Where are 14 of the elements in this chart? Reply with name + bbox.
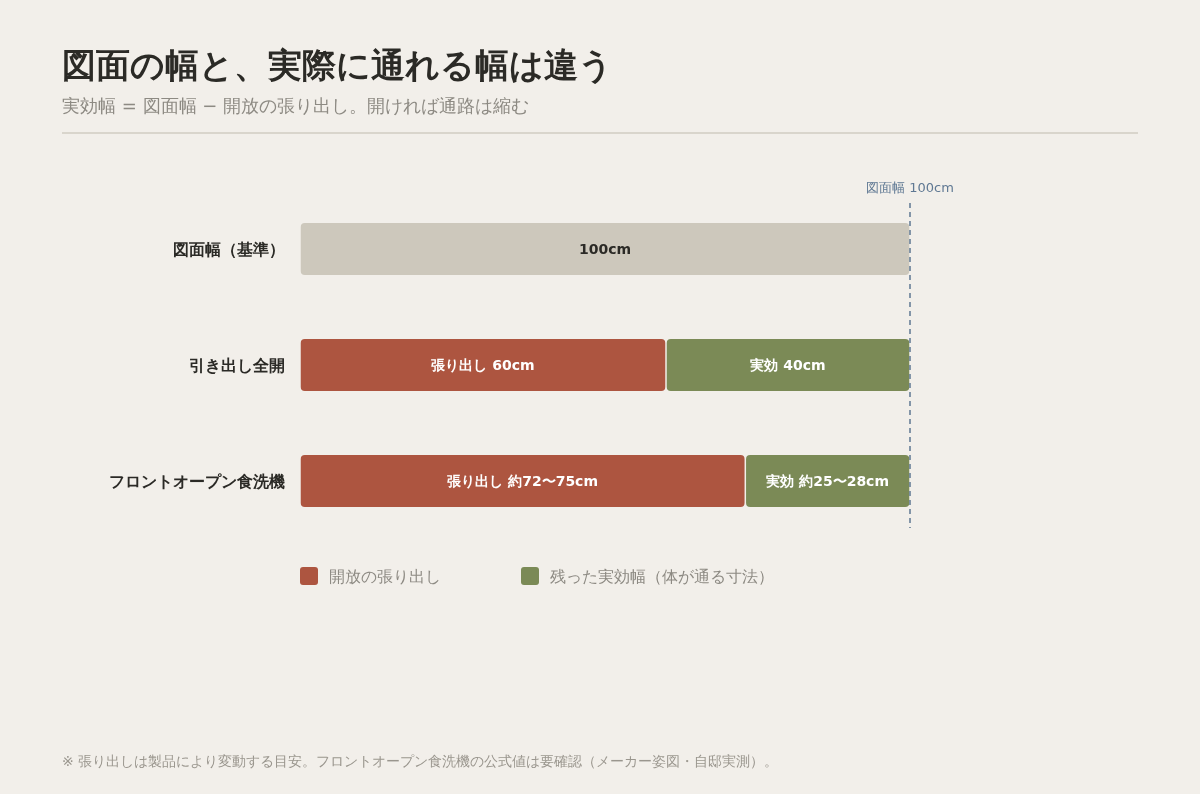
- title: 図面の幅と、実際に通れる幅は違う: [62, 45, 613, 85]
- data-label: 100cm: [578, 241, 632, 257]
- data-label: 実効 約25〜28cm: [766, 473, 889, 489]
- data-label: 実効 40cm: [750, 357, 826, 373]
- legend-label: 開放の張り出し: [329, 567, 441, 586]
- category-label: 引き出し全開: [189, 356, 285, 375]
- legend-label: 残った実効幅（体が通る寸法）: [550, 567, 774, 586]
- data-label: 張り出し 約72〜75cm: [447, 473, 598, 489]
- ref-label: 図面幅 100cm: [866, 180, 954, 195]
- category-label: フロントオープン食洗機: [109, 472, 285, 491]
- subtitle: 実効幅 = 図面幅 − 開放の張り出し。開ければ通路は縮む: [62, 95, 530, 116]
- data-label: 張り出し 60cm: [431, 357, 535, 373]
- annotation: ※ 張り出しは製品により変動する目安。フロントオープン食洗機の公式値は要確認（メーカー姿図・自邸実測）。: [62, 753, 779, 769]
- category-label: 図面幅（基準）: [173, 240, 285, 259]
